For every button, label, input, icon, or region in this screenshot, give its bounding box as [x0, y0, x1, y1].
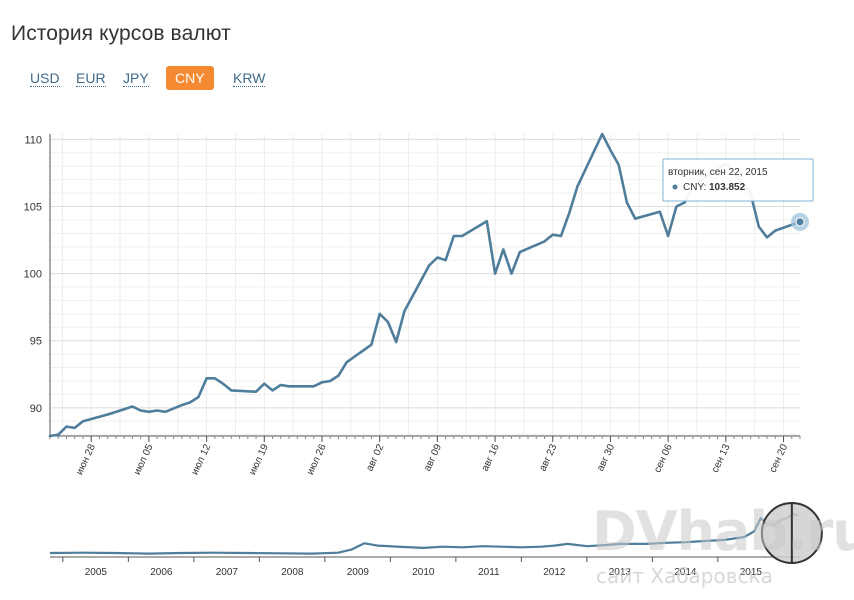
tab-cny-label: CNY — [175, 70, 205, 86]
x-tick-label: авг 23 — [537, 442, 559, 473]
x-tick-label: авг 02 — [364, 442, 386, 473]
hover-point[interactable] — [795, 217, 805, 227]
navigator-tick-label: 2009 — [347, 567, 370, 578]
x-tick-label: июл 05 — [132, 442, 156, 477]
x-tick-label: сен 06 — [652, 442, 675, 474]
navigator-tick-label: 2012 — [543, 567, 566, 578]
tab-eur-label: EUR — [76, 70, 106, 87]
navigator-tick-label: 2015 — [740, 567, 763, 578]
x-tick-label: июл 12 — [190, 442, 214, 477]
y-tick-label: 90 — [30, 403, 42, 415]
navigator-line — [49, 512, 799, 555]
tab-krw[interactable]: KRW — [233, 66, 266, 90]
tooltip-date: вторник, сен 22, 2015 — [668, 167, 768, 178]
x-tick-label: сен 13 — [710, 442, 733, 474]
y-tick-label: 100 — [24, 269, 42, 281]
navigator-tick-label: 2013 — [609, 567, 632, 578]
x-tick-label: авг 16 — [480, 442, 502, 473]
page-title: История курсов валют — [11, 22, 231, 45]
x-tick-label: авг 30 — [595, 442, 617, 473]
y-tick-label: 95 — [30, 336, 42, 348]
y-tick-label: 105 — [24, 201, 42, 213]
tab-cny[interactable]: CNY — [166, 66, 214, 90]
x-tick-label: авг 09 — [422, 442, 444, 473]
x-tick-label: июн 28 — [74, 442, 98, 477]
navigator-tick-label: 2010 — [412, 567, 435, 578]
tab-jpy[interactable]: JPY — [123, 66, 149, 90]
navigator-tick-label: 2005 — [85, 567, 108, 578]
navigator-tick-label: 2008 — [281, 567, 304, 578]
navigator-tick-label: 2006 — [150, 567, 173, 578]
tab-eur[interactable]: EUR — [76, 66, 106, 90]
y-tick-label: 110 — [24, 134, 42, 146]
x-tick-label: июл 26 — [305, 442, 329, 477]
tab-jpy-label: JPY — [123, 70, 149, 87]
navigator-tick-label: 2007 — [216, 567, 239, 578]
tooltip-value: 103.852 — [709, 182, 746, 193]
navigator-tick-label: 2011 — [478, 567, 500, 578]
series-line-cny — [48, 132, 802, 438]
x-tick-label: сен 20 — [768, 442, 791, 474]
tooltip-series-label: CNY: — [683, 182, 706, 193]
tooltip-box — [662, 158, 814, 202]
x-tick-label: июл 19 — [247, 442, 271, 477]
navigator-tick-label: 2014 — [674, 567, 697, 578]
tooltip-series-dot — [672, 184, 678, 190]
tab-krw-label: KRW — [233, 70, 266, 87]
tab-usd-label: USD — [30, 70, 60, 87]
tab-usd[interactable]: USD — [30, 66, 60, 90]
